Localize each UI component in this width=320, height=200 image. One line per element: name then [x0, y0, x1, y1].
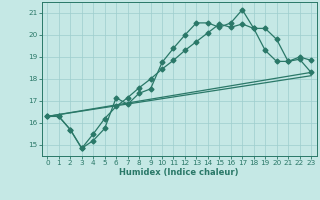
X-axis label: Humidex (Indice chaleur): Humidex (Indice chaleur) — [119, 168, 239, 177]
